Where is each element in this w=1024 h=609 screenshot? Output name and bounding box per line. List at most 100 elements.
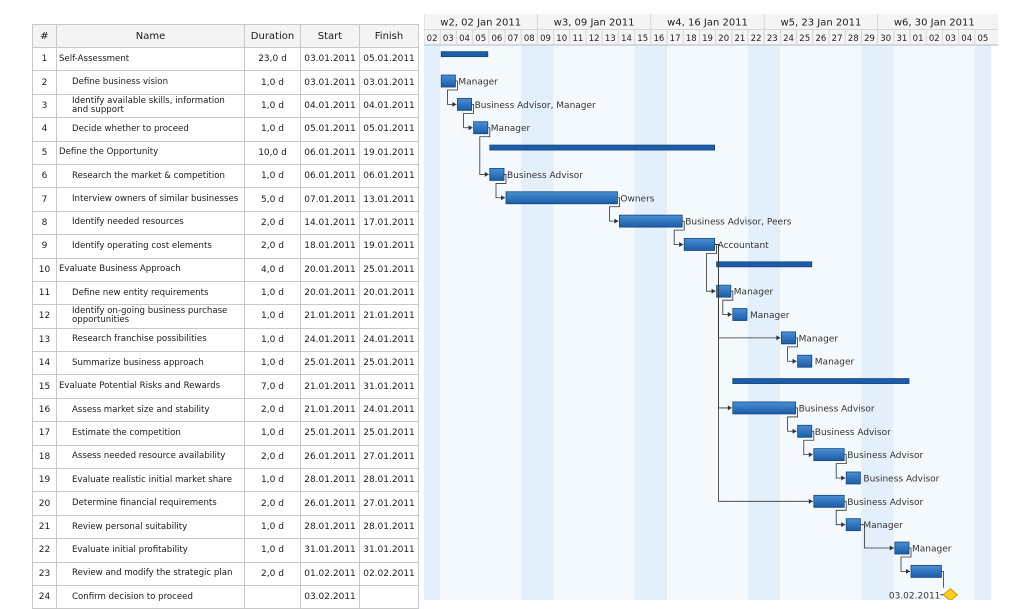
dependency-line bbox=[722, 290, 734, 315]
task-row[interactable]: 23 Review and modify the strategic plan 2,… bbox=[32, 561, 419, 586]
day-label: 01 bbox=[913, 34, 924, 44]
task-start: 07.01.2011 bbox=[300, 187, 360, 212]
task-row[interactable]: 8 Identify needed resources 2,0 d 14.01.201… bbox=[32, 210, 419, 236]
task-bar bbox=[813, 494, 845, 508]
task-row[interactable]: 7 Interview owners of similar businesses 5… bbox=[32, 187, 419, 212]
day-column bbox=[715, 45, 732, 600]
milestone-label: 03.02.2011 bbox=[889, 592, 941, 600]
day-column bbox=[861, 45, 878, 600]
task-number: 14 bbox=[32, 351, 57, 376]
task-finish: 25.01.2011 bbox=[359, 351, 419, 376]
task-number: 17 bbox=[32, 421, 57, 446]
day-label: 05 bbox=[977, 34, 988, 44]
task-duration: 1,0 d bbox=[244, 468, 301, 493]
task-row[interactable]: 17 Estimate the competition 1,0 d 25.01.201… bbox=[32, 421, 419, 446]
day-column bbox=[893, 45, 910, 600]
task-row[interactable]: 19 Evaluate realistic initial market shar… bbox=[32, 468, 419, 493]
task-name: Evaluate initial profitability bbox=[56, 538, 245, 563]
task-number: 22 bbox=[32, 538, 57, 563]
dependency-arrowhead bbox=[792, 358, 797, 364]
task-row[interactable]: 2 Define business vision 1,0 d 03.01.2011 03… bbox=[32, 70, 419, 95]
task-number: 18 bbox=[32, 444, 57, 470]
task-number: 9 bbox=[32, 234, 57, 259]
task-number: 24 bbox=[32, 584, 57, 609]
resource-label: Manager bbox=[734, 288, 774, 298]
task-duration: 1,0 d bbox=[244, 93, 301, 119]
task-name: Evaluate Business Approach bbox=[56, 257, 245, 282]
day-label: 23 bbox=[767, 34, 778, 44]
day-column bbox=[586, 45, 603, 600]
task-start: 06.01.2011 bbox=[300, 140, 360, 165]
task-name: Assess market size and stability bbox=[56, 397, 245, 423]
task-name: Define the Opportunity bbox=[56, 140, 245, 165]
task-duration: 7,0 d bbox=[244, 374, 301, 399]
resource-label: Owners bbox=[620, 194, 654, 204]
task-number: 16 bbox=[32, 397, 57, 423]
task-row[interactable]: 21 Review personal suitability 1,0 d 28.01.… bbox=[32, 514, 419, 540]
task-row[interactable]: 4 Decide whether to proceed 1,0 d 05.01.201… bbox=[32, 117, 419, 142]
week-label: w2, 02 Jan 2011 bbox=[440, 18, 521, 29]
day-column bbox=[731, 45, 748, 600]
task-start: 03.02.2011 bbox=[300, 584, 360, 609]
task-bar bbox=[732, 308, 748, 321]
day-column bbox=[974, 45, 991, 600]
day-column bbox=[683, 45, 700, 600]
task-start: 18.01.2011 bbox=[300, 234, 360, 259]
resource-label: Manager bbox=[799, 334, 839, 344]
task-row[interactable]: 18 Assess needed resource availability 2,0… bbox=[32, 444, 419, 470]
resource-label: Business Advisor bbox=[799, 404, 875, 414]
dependency-arrowhead bbox=[808, 498, 813, 504]
task-duration: 1,0 d bbox=[244, 70, 301, 95]
task-duration: 1,0 d bbox=[244, 304, 301, 329]
column-header-start[interactable]: Start bbox=[300, 24, 360, 48]
task-finish: 05.01.2011 bbox=[359, 117, 419, 142]
table-header-row: # Name Duration Start Finish bbox=[32, 24, 419, 48]
column-header-name[interactable]: Name bbox=[56, 24, 245, 48]
task-start: 25.01.2011 bbox=[300, 351, 360, 376]
task-row[interactable]: 1 Self-Assessment 23,0 d 03.01.2011 05.01.20… bbox=[32, 46, 419, 72]
day-label: 28 bbox=[848, 34, 859, 44]
resource-label: Manager bbox=[491, 124, 531, 134]
task-row[interactable]: 15 Evaluate Potential Risks and Rewards 7,… bbox=[32, 374, 419, 399]
day-column bbox=[942, 45, 959, 600]
task-row[interactable]: 5 Define the Opportunity 10,0 d 06.01.2011 1… bbox=[32, 140, 419, 165]
task-finish: 21.01.2011 bbox=[359, 304, 419, 329]
task-finish: 05.01.2011 bbox=[359, 46, 419, 72]
task-finish: 27.01.2011 bbox=[359, 444, 419, 470]
task-name: Define new entity requirements bbox=[56, 280, 245, 306]
day-label: 09 bbox=[540, 34, 551, 44]
dependency-line bbox=[495, 174, 507, 199]
task-row[interactable]: 9 Identify operating cost elements 2,0 d 18… bbox=[32, 234, 419, 259]
task-row[interactable]: 10 Evaluate Business Approach 4,0 d 20.01.2… bbox=[32, 257, 419, 282]
dependency-line bbox=[463, 103, 474, 129]
task-row[interactable]: 3 Identify available skills, information … bbox=[32, 93, 419, 119]
task-start: 03.01.2011 bbox=[300, 46, 360, 72]
column-header-number[interactable]: # bbox=[32, 24, 57, 48]
task-row[interactable]: 14 Summarize business approach 1,0 d 25.01.… bbox=[32, 351, 419, 376]
task-start: 26.01.2011 bbox=[300, 491, 360, 516]
dependency-line bbox=[941, 570, 944, 588]
day-column bbox=[553, 45, 570, 600]
day-label: 19 bbox=[702, 34, 713, 44]
task-start: 31.01.2011 bbox=[300, 538, 360, 563]
task-number: 12 bbox=[32, 304, 57, 329]
day-label: 12 bbox=[589, 34, 600, 44]
dependency-line bbox=[787, 407, 798, 432]
column-header-finish[interactable]: Finish bbox=[359, 24, 419, 48]
dependency-arrowhead bbox=[776, 335, 781, 341]
dependency-arrowhead bbox=[711, 288, 716, 294]
task-start: 25.01.2011 bbox=[300, 421, 360, 446]
dependency-arrowhead bbox=[484, 171, 489, 177]
task-row[interactable]: 12 Identify on-going business purchase op… bbox=[32, 304, 419, 329]
task-row[interactable]: 24 Confirm decision to proceed 03.02.2011 bbox=[32, 584, 419, 609]
task-start: 20.01.2011 bbox=[300, 280, 360, 306]
task-row[interactable]: 22 Evaluate initial profitability 1,0 d 31.… bbox=[32, 538, 419, 563]
task-row[interactable]: 11 Define new entity requirements 1,0 d 20.… bbox=[32, 280, 419, 306]
column-header-duration[interactable]: Duration bbox=[244, 24, 301, 48]
task-bar bbox=[845, 471, 861, 485]
day-column bbox=[796, 45, 813, 600]
